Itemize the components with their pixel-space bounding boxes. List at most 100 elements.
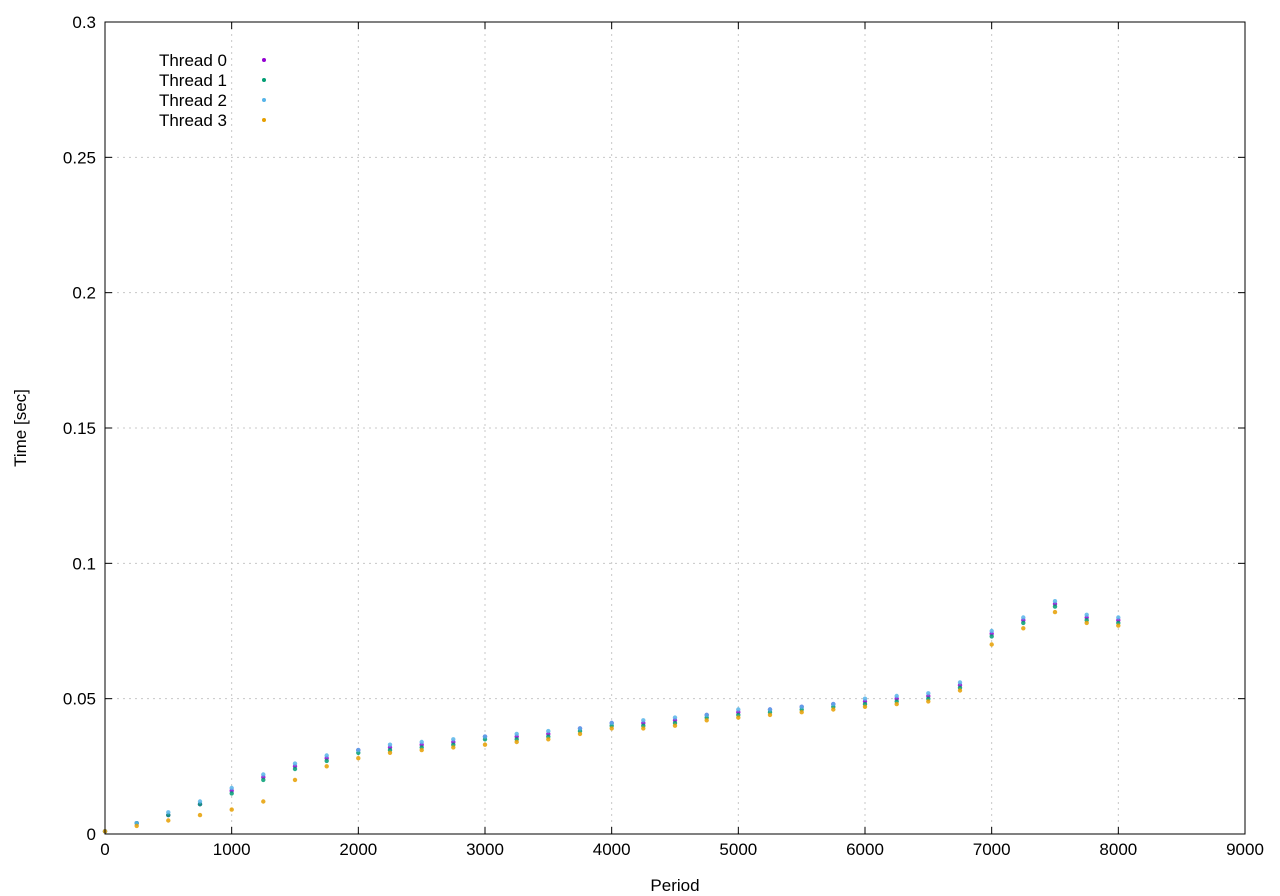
data-point	[704, 718, 709, 723]
legend-marker	[262, 118, 266, 122]
data-point	[134, 823, 139, 829]
data-point	[546, 737, 551, 742]
grid-lines	[105, 22, 1245, 834]
data-point	[514, 739, 519, 745]
data-point	[197, 799, 203, 804]
data-point	[641, 726, 646, 731]
data-point	[862, 696, 868, 701]
y-tick-labels: 0 0.05 0.1 0.15 0.2 0.25 0.3	[63, 13, 96, 844]
y-tick-label: 0.3	[72, 13, 96, 32]
data-point	[514, 731, 519, 737]
data-point	[926, 699, 931, 704]
data-point	[799, 710, 804, 715]
data-point	[387, 742, 393, 747]
data-point	[1116, 615, 1121, 620]
data-point	[166, 810, 171, 815]
data-points	[102, 599, 1121, 834]
legend-marker	[262, 78, 266, 82]
series-0	[102, 601, 1121, 834]
x-tick-label: 2000	[339, 840, 377, 859]
data-point	[1021, 626, 1026, 631]
y-tick-label: 0.1	[72, 554, 96, 573]
data-point	[1052, 599, 1058, 604]
data-point	[767, 707, 773, 712]
data-point	[736, 715, 741, 720]
x-tick-labels: 0 1000 2000 3000 4000 5000 6000 7000 8000 9000	[100, 840, 1264, 859]
data-point	[1084, 620, 1089, 626]
data-point	[831, 701, 836, 707]
legend-marker	[262, 98, 266, 102]
data-point	[989, 642, 994, 647]
data-point	[419, 739, 424, 745]
data-point	[229, 807, 234, 812]
x-tick-label: 7000	[973, 840, 1011, 859]
data-point	[451, 745, 456, 750]
data-point	[451, 737, 456, 742]
legend-marker	[262, 58, 266, 62]
data-point	[324, 764, 329, 769]
data-point	[736, 707, 741, 712]
data-point	[957, 688, 963, 693]
x-tick-label: 3000	[466, 840, 504, 859]
x-tick-label: 8000	[1099, 840, 1137, 859]
x-axis-title: Period	[650, 876, 699, 895]
data-point	[324, 753, 329, 758]
data-point	[1021, 620, 1026, 626]
data-point	[197, 812, 203, 818]
x-tick-label: 9000	[1226, 840, 1264, 859]
data-point	[641, 718, 646, 723]
data-point	[926, 691, 931, 696]
y-tick-label: 0.15	[63, 419, 96, 438]
data-point	[261, 772, 266, 777]
y-axis-title: Time [sec]	[11, 389, 30, 467]
data-point	[831, 707, 836, 712]
axis-ticks	[104, 21, 1246, 835]
x-tick-label: 0	[100, 840, 109, 859]
data-point	[957, 680, 963, 685]
data-point	[894, 693, 899, 699]
data-point	[1116, 623, 1121, 628]
y-tick-label: 0	[87, 825, 96, 844]
data-point	[324, 758, 329, 764]
x-tick-label: 4000	[593, 840, 631, 859]
x-tick-label: 1000	[213, 840, 251, 859]
data-point	[1052, 604, 1058, 609]
data-point	[989, 634, 994, 639]
legend-label: Thread 0	[159, 51, 227, 70]
data-point	[229, 785, 234, 791]
data-point	[799, 704, 804, 709]
data-point	[482, 734, 488, 739]
data-point	[767, 712, 773, 718]
data-point	[577, 726, 583, 731]
data-point	[672, 723, 678, 728]
data-point	[482, 742, 488, 747]
data-point	[229, 791, 234, 796]
data-point	[862, 704, 868, 709]
y-tick-label: 0.2	[72, 284, 96, 303]
data-point	[1021, 615, 1026, 620]
data-point	[261, 777, 266, 783]
data-point	[1084, 612, 1089, 617]
data-point	[419, 747, 424, 753]
data-point	[672, 715, 678, 720]
data-point	[356, 756, 361, 761]
data-point	[356, 747, 361, 753]
x-tick-label: 5000	[719, 840, 757, 859]
data-point	[292, 761, 298, 766]
data-point	[292, 766, 298, 772]
legend-label: Thread 1	[159, 71, 227, 90]
data-point	[292, 777, 298, 783]
data-point	[577, 731, 583, 737]
series-3	[102, 609, 1121, 834]
data-point	[1052, 609, 1058, 615]
legend-label: Thread 3	[159, 111, 227, 130]
data-point	[989, 628, 994, 634]
legend-label: Thread 2	[159, 91, 227, 110]
x-tick-label: 6000	[846, 840, 884, 859]
y-tick-label: 0.05	[63, 690, 96, 709]
data-point	[894, 701, 899, 707]
data-point	[546, 728, 551, 734]
